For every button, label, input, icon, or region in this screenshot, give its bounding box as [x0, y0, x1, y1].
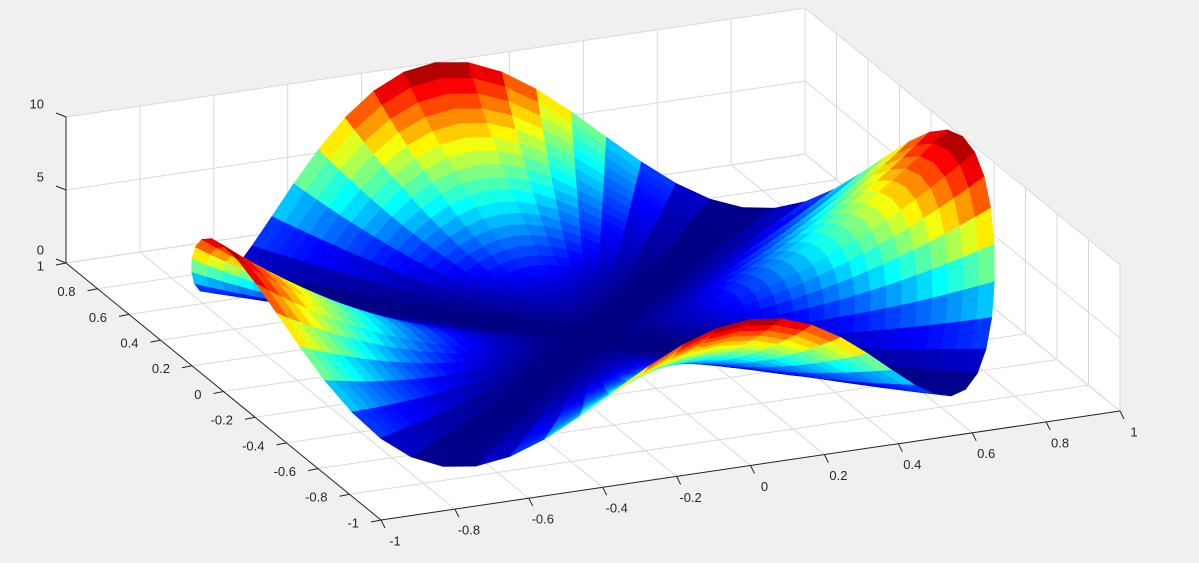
- surface-patch: [932, 263, 949, 299]
- y-tick-mark: [213, 391, 224, 394]
- surface-patch: [962, 250, 980, 291]
- y-tick-label: 1: [37, 258, 44, 273]
- surface-patch: [441, 78, 479, 95]
- surface-patch: [442, 460, 482, 467]
- y-tick-mark: [118, 313, 130, 317]
- z-tick-mark: [55, 258, 67, 264]
- surface-patch: [471, 436, 504, 443]
- surface-patch: [669, 334, 686, 340]
- surface-patch: [476, 431, 509, 438]
- y-tick-mark: [339, 493, 350, 497]
- y-tick-mark: [87, 288, 98, 292]
- x-tick-mark: [1045, 421, 1051, 431]
- surface-patch: [916, 269, 934, 302]
- surface-patch: [435, 62, 474, 79]
- x-tick-mark: [823, 454, 829, 463]
- z-tick-mark: [55, 185, 67, 191]
- surface-patch: [482, 426, 513, 433]
- surface-patch: [853, 311, 872, 333]
- x-tick-mark: [750, 465, 755, 474]
- surface-patch: [447, 93, 484, 110]
- x-tick-label: 0.6: [977, 446, 995, 461]
- surface-patch: [885, 280, 903, 309]
- surface-patch: [914, 297, 934, 328]
- x-tick-mark: [528, 497, 534, 507]
- surface-patch: [976, 281, 995, 320]
- x-tick-label: 0.4: [903, 457, 921, 472]
- y-tick-label: -0.8: [305, 490, 327, 505]
- surface-patch: [465, 441, 500, 448]
- y-tick-mark: [181, 365, 193, 369]
- x-tick-mark: [971, 432, 977, 442]
- y-tick-label: -0.2: [211, 413, 233, 428]
- x-tick-mark: [602, 487, 608, 496]
- x-tick-label: -0.8: [458, 523, 480, 538]
- x-tick-mark: [454, 508, 460, 518]
- x-tick-mark: [676, 476, 682, 485]
- surface-patch: [884, 304, 903, 331]
- x-tick-label: 1: [1130, 424, 1137, 439]
- x-tick-label: 0.2: [829, 468, 847, 483]
- surface-patch: [930, 293, 949, 326]
- y-tick-label: 0.8: [57, 284, 75, 299]
- y-tick-label: 0: [194, 387, 201, 402]
- y-tick-mark: [370, 519, 382, 523]
- x-tick-mark: [1119, 410, 1125, 420]
- surface-patch: [588, 306, 596, 315]
- y-tick-label: -1: [347, 515, 359, 530]
- y-tick-mark: [244, 416, 256, 420]
- z-tick-label: 10: [30, 96, 44, 111]
- surface-patch: [448, 456, 486, 462]
- z-tick-label: 0: [37, 242, 44, 257]
- surface-patch: [901, 274, 918, 306]
- x-tick-mark: [380, 519, 386, 529]
- z-tick-label: 5: [37, 169, 44, 184]
- x-tick-label: -1: [389, 533, 401, 548]
- surface-patch: [947, 256, 964, 295]
- x-tick-label: -0.4: [605, 501, 627, 516]
- tick-labels: -1 -0.8 -0.6 -0.4 -0.2 0 0.2 0.4 0.6 0.8 1 -1 -0.8 -0…: [30, 96, 1138, 548]
- y-tick-label: 0.2: [152, 361, 170, 376]
- surface-patch: [453, 451, 491, 457]
- surface-patch: [653, 335, 671, 340]
- y-tick-mark: [150, 339, 161, 343]
- y-tick-mark: [307, 468, 319, 472]
- axis-lines: [55, 112, 1125, 529]
- z-tick-mark: [55, 112, 67, 118]
- x-tick-label: -0.2: [679, 490, 701, 505]
- surface-mesh: [191, 62, 995, 467]
- x-tick-label: -0.6: [532, 512, 554, 527]
- y-tick-label: -0.6: [274, 464, 296, 479]
- surface-patch: [945, 289, 964, 324]
- y-tick-label: 0.6: [89, 310, 107, 325]
- surface-patch: [589, 313, 596, 321]
- surface-patch: [868, 308, 887, 332]
- surface-patch: [978, 243, 995, 287]
- surface-patch: [879, 369, 916, 385]
- x-tick-mark: [897, 443, 903, 452]
- y-tick-mark: [276, 442, 287, 446]
- surface-patch: [453, 108, 488, 125]
- y-tick-mark: [55, 262, 67, 266]
- x-tick-label: 0.8: [1051, 435, 1069, 450]
- x-tick-label: 0: [761, 479, 768, 494]
- surface-patch: [459, 446, 495, 452]
- surface-patch: [459, 122, 493, 139]
- y-tick-label: -0.4: [242, 438, 264, 453]
- floor-grid-y: [349, 384, 1089, 495]
- y-tick-label: 0.4: [120, 336, 138, 351]
- surface-patch: [838, 314, 856, 335]
- surface-patch: [899, 301, 918, 329]
- surface-patch: [960, 285, 980, 322]
